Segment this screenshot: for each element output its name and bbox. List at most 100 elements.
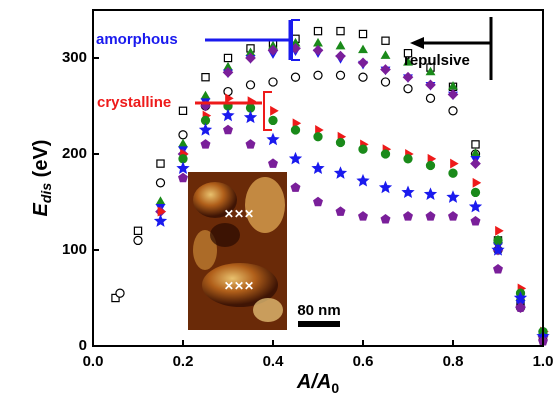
data-point (425, 66, 436, 76)
data-point (290, 182, 301, 192)
data-point (268, 77, 278, 87)
annotation-shapes (195, 17, 493, 131)
data-point (403, 154, 413, 164)
data-point (336, 26, 345, 36)
data-point (200, 139, 211, 149)
data-point (270, 105, 279, 116)
data-point (493, 263, 503, 274)
data-point (290, 125, 301, 135)
data-point (358, 72, 368, 82)
x-tick-label: 0.0 (83, 353, 104, 370)
data-point (225, 93, 234, 104)
data-point (358, 211, 368, 221)
x-tick-label: 0.4 (263, 353, 285, 370)
x-axis-label: A/A0 (296, 371, 339, 395)
data-point (380, 77, 391, 87)
data-point (402, 71, 414, 83)
data-point (268, 115, 278, 126)
data-point (178, 106, 188, 116)
data-point (425, 211, 436, 221)
data-point (335, 137, 346, 148)
data-point (268, 158, 278, 168)
data-point (313, 70, 323, 80)
data-point (245, 139, 256, 149)
data-point (178, 138, 188, 148)
data-point (472, 177, 482, 188)
data-point (333, 166, 348, 179)
data-point (313, 196, 323, 207)
data-point (198, 123, 213, 136)
data-point (133, 235, 143, 246)
data-point (358, 144, 368, 154)
y-axis-label: Edis (eV) (30, 140, 53, 217)
data-point (335, 206, 346, 216)
data-point (178, 172, 188, 183)
data-point (290, 72, 301, 82)
data-point (403, 211, 413, 221)
data-point (427, 153, 437, 164)
data-point (313, 37, 323, 47)
scale-bar (298, 321, 340, 327)
svg-text:✕✕✕: ✕✕✕ (224, 207, 254, 221)
data-point (156, 159, 165, 168)
data-point (153, 214, 168, 227)
data-point (155, 196, 166, 205)
data-point (513, 291, 528, 304)
data-point (335, 50, 346, 62)
amorphous-label: amorphous (96, 31, 178, 48)
x-tick-label: 0.2 (173, 353, 194, 370)
data-point (178, 130, 188, 140)
data-point (468, 199, 483, 213)
data-point (115, 288, 125, 298)
data-point (266, 132, 280, 146)
data-point (446, 190, 460, 203)
data-point (111, 293, 120, 303)
x-tick-label: 0.6 (353, 353, 374, 370)
data-point (470, 215, 481, 226)
data-point (425, 160, 436, 171)
data-point (201, 72, 210, 82)
data-point (312, 44, 324, 56)
data-point (288, 151, 303, 165)
data-point (200, 90, 211, 100)
data-point (356, 173, 370, 187)
data-point (380, 149, 391, 159)
data-point (380, 214, 391, 224)
x-tick-label: 1.0 (533, 353, 554, 370)
plot-frame (92, 9, 544, 347)
data-point (491, 243, 505, 256)
data-point (380, 50, 391, 59)
data-point (335, 70, 346, 80)
data-point (447, 89, 459, 100)
data-point (403, 57, 413, 66)
data-point (311, 161, 325, 175)
scale-label: 80 nm (297, 302, 340, 319)
data-point (425, 79, 436, 91)
data-point (403, 84, 413, 94)
y-tick-label: 300 (62, 49, 87, 66)
crystalline-label: crystalline (97, 94, 171, 111)
data-point (245, 52, 256, 64)
svg-text:✕✕✕: ✕✕✕ (224, 279, 254, 293)
x-tick-label: 0.8 (443, 353, 464, 370)
data-point (243, 110, 258, 124)
data-point (448, 211, 458, 221)
data-point (221, 108, 235, 122)
data-point (425, 93, 436, 103)
data-point (313, 132, 323, 142)
plot-area (111, 26, 550, 346)
data-point (223, 124, 233, 135)
repulsive-label: repulsive (404, 52, 470, 69)
data-point (222, 67, 234, 78)
data-point (495, 225, 504, 236)
data-point (423, 187, 438, 200)
data-point (267, 44, 279, 56)
data-point (471, 140, 480, 149)
data-point (450, 158, 459, 169)
data-point (176, 161, 190, 175)
data-point (358, 44, 368, 54)
y-tick-label: 200 (62, 145, 87, 162)
data-point (401, 185, 415, 199)
data-point (448, 168, 458, 178)
data-point (448, 81, 458, 90)
